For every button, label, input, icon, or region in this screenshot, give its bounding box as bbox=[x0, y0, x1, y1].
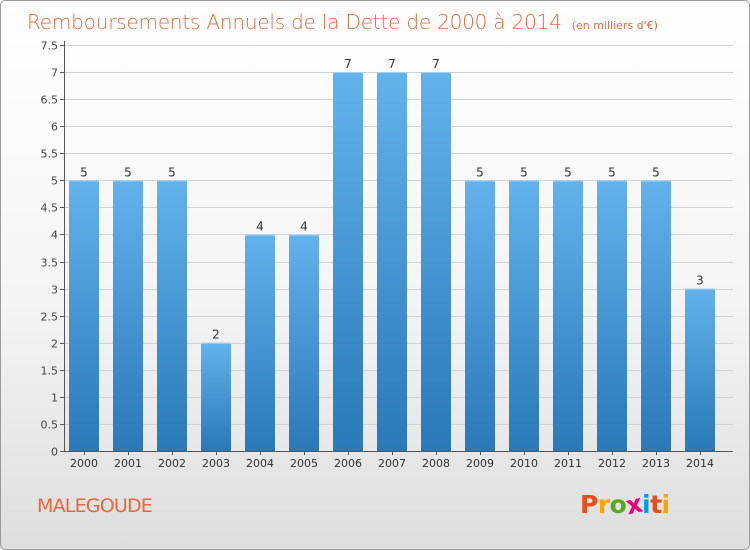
y-tick-label: 2 bbox=[51, 338, 58, 351]
y-tick-label: 2.5 bbox=[41, 311, 59, 324]
x-tick-label: 2009 bbox=[466, 457, 494, 470]
bar-value-label: 2 bbox=[212, 328, 220, 342]
label-layer: 0 0.5 1 1.5 2 2.5 3 3.5 4 4.5 5 5.5 6 6.5 7 7.5 5 2000 5 20… bbox=[41, 40, 715, 471]
bar-value-label: 3 bbox=[696, 274, 704, 288]
axis-layer bbox=[60, 41, 733, 455]
y-tick-label: 6.5 bbox=[41, 94, 59, 107]
x-tick-label: 2005 bbox=[290, 457, 318, 470]
x-tick-label: 2014 bbox=[686, 457, 714, 470]
x-tick-label: 2004 bbox=[246, 457, 274, 470]
x-tick-label: 2011 bbox=[554, 457, 582, 470]
y-tick-label: 7 bbox=[51, 67, 58, 80]
x-tick-label: 2012 bbox=[598, 457, 626, 470]
bar-value-label: 4 bbox=[256, 219, 264, 233]
y-tick-label: 4 bbox=[51, 229, 58, 242]
logo-letter: o bbox=[609, 490, 627, 519]
y-tick-label: 3 bbox=[51, 284, 58, 297]
y-tick-label: 7.5 bbox=[41, 40, 59, 53]
y-tick-label: 0 bbox=[51, 446, 58, 459]
logo-letter: t bbox=[650, 490, 662, 519]
bar-value-label: 5 bbox=[564, 165, 572, 179]
bar-value-label: 5 bbox=[652, 165, 660, 179]
y-tick-label: 4.5 bbox=[41, 202, 59, 215]
bar bbox=[597, 180, 627, 452]
bar bbox=[113, 180, 143, 452]
bar bbox=[465, 180, 495, 452]
bar-value-label: 7 bbox=[344, 57, 352, 71]
y-tick-label: 1.5 bbox=[41, 365, 59, 378]
chart-title: Remboursements Annuels de la Dette de 20… bbox=[27, 10, 562, 34]
chart-unit-subtitle: (en milliers d'€) bbox=[571, 19, 658, 32]
y-tick-label: 0.5 bbox=[41, 419, 59, 432]
bar bbox=[377, 72, 407, 452]
x-tick-label: 2001 bbox=[114, 457, 142, 470]
bar bbox=[69, 180, 99, 452]
logo-letter: P bbox=[580, 490, 598, 519]
bar bbox=[333, 72, 363, 452]
x-tick-label: 2008 bbox=[422, 457, 450, 470]
bar bbox=[289, 234, 319, 451]
y-tick-label: 3.5 bbox=[41, 257, 59, 270]
bar bbox=[245, 234, 275, 451]
bar-value-label: 5 bbox=[608, 165, 616, 179]
bar bbox=[509, 180, 539, 452]
logo-letter: i bbox=[661, 490, 671, 519]
x-tick-label: 2007 bbox=[378, 457, 406, 470]
x-tick-label: 2000 bbox=[70, 457, 98, 470]
bar-value-label: 7 bbox=[388, 57, 396, 71]
y-tick-label: 1 bbox=[51, 392, 58, 405]
bar-value-label: 5 bbox=[124, 165, 132, 179]
x-tick-label: 2006 bbox=[334, 457, 362, 470]
y-tick-label: 5 bbox=[51, 175, 58, 188]
bar-value-label: 5 bbox=[168, 165, 176, 179]
x-tick-label: 2013 bbox=[642, 457, 670, 470]
bar-layer bbox=[69, 72, 715, 452]
logo-letter: r bbox=[597, 490, 610, 519]
bar-value-label: 7 bbox=[432, 57, 440, 71]
chart-title-block: Remboursements Annuels de la Dette de 20… bbox=[27, 10, 658, 34]
y-tick-label: 5.5 bbox=[41, 148, 59, 161]
y-tick-label: 6 bbox=[51, 121, 58, 134]
x-tick-label: 2002 bbox=[158, 457, 186, 470]
bar bbox=[421, 72, 451, 452]
bar-value-label: 5 bbox=[80, 165, 88, 179]
bar-value-label: 5 bbox=[520, 165, 528, 179]
logo-letter: i bbox=[642, 490, 651, 519]
commune-name: MALEGOUDE bbox=[37, 495, 153, 517]
x-tick-label: 2010 bbox=[510, 457, 538, 470]
bar-value-label: 5 bbox=[476, 165, 484, 179]
bar bbox=[641, 180, 671, 452]
bar bbox=[157, 180, 187, 452]
bar bbox=[553, 180, 583, 452]
proxiti-logo: Proxiti bbox=[580, 489, 671, 521]
bar bbox=[685, 288, 715, 451]
bar-value-label: 4 bbox=[300, 219, 308, 233]
x-tick-label: 2003 bbox=[202, 457, 230, 470]
bar bbox=[201, 342, 231, 451]
